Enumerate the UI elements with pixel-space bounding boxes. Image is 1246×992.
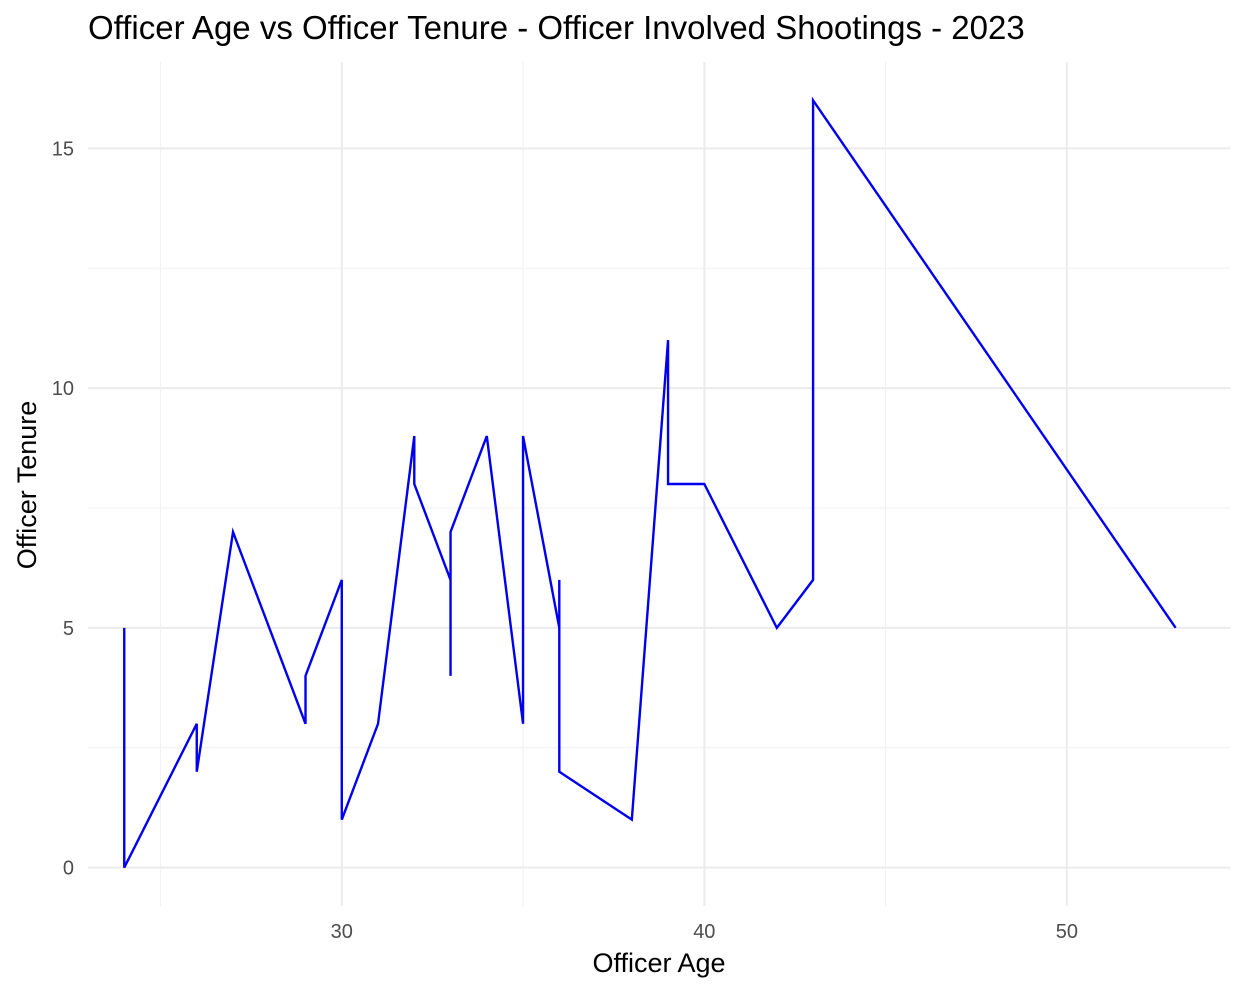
chart-title: Officer Age vs Officer Tenure - Officer … [88, 9, 1025, 46]
y-axis-tick-labels: 0 5 10 15 [52, 138, 74, 879]
y-tick-label: 15 [52, 138, 74, 160]
y-axis-title: Officer Tenure [12, 401, 42, 570]
series-line [123, 96, 1177, 869]
y-tick-label: 5 [63, 618, 74, 640]
x-tick-label: 40 [693, 921, 715, 943]
x-tick-label: 50 [1056, 921, 1078, 943]
y-tick-label: 0 [63, 858, 74, 880]
y-tick-label: 10 [52, 378, 74, 400]
series-lines [123, 96, 1177, 869]
x-axis-title: Officer Age [592, 948, 725, 978]
x-tick-label: 30 [331, 921, 353, 943]
x-axis-tick-labels: 30 40 50 [331, 921, 1078, 943]
